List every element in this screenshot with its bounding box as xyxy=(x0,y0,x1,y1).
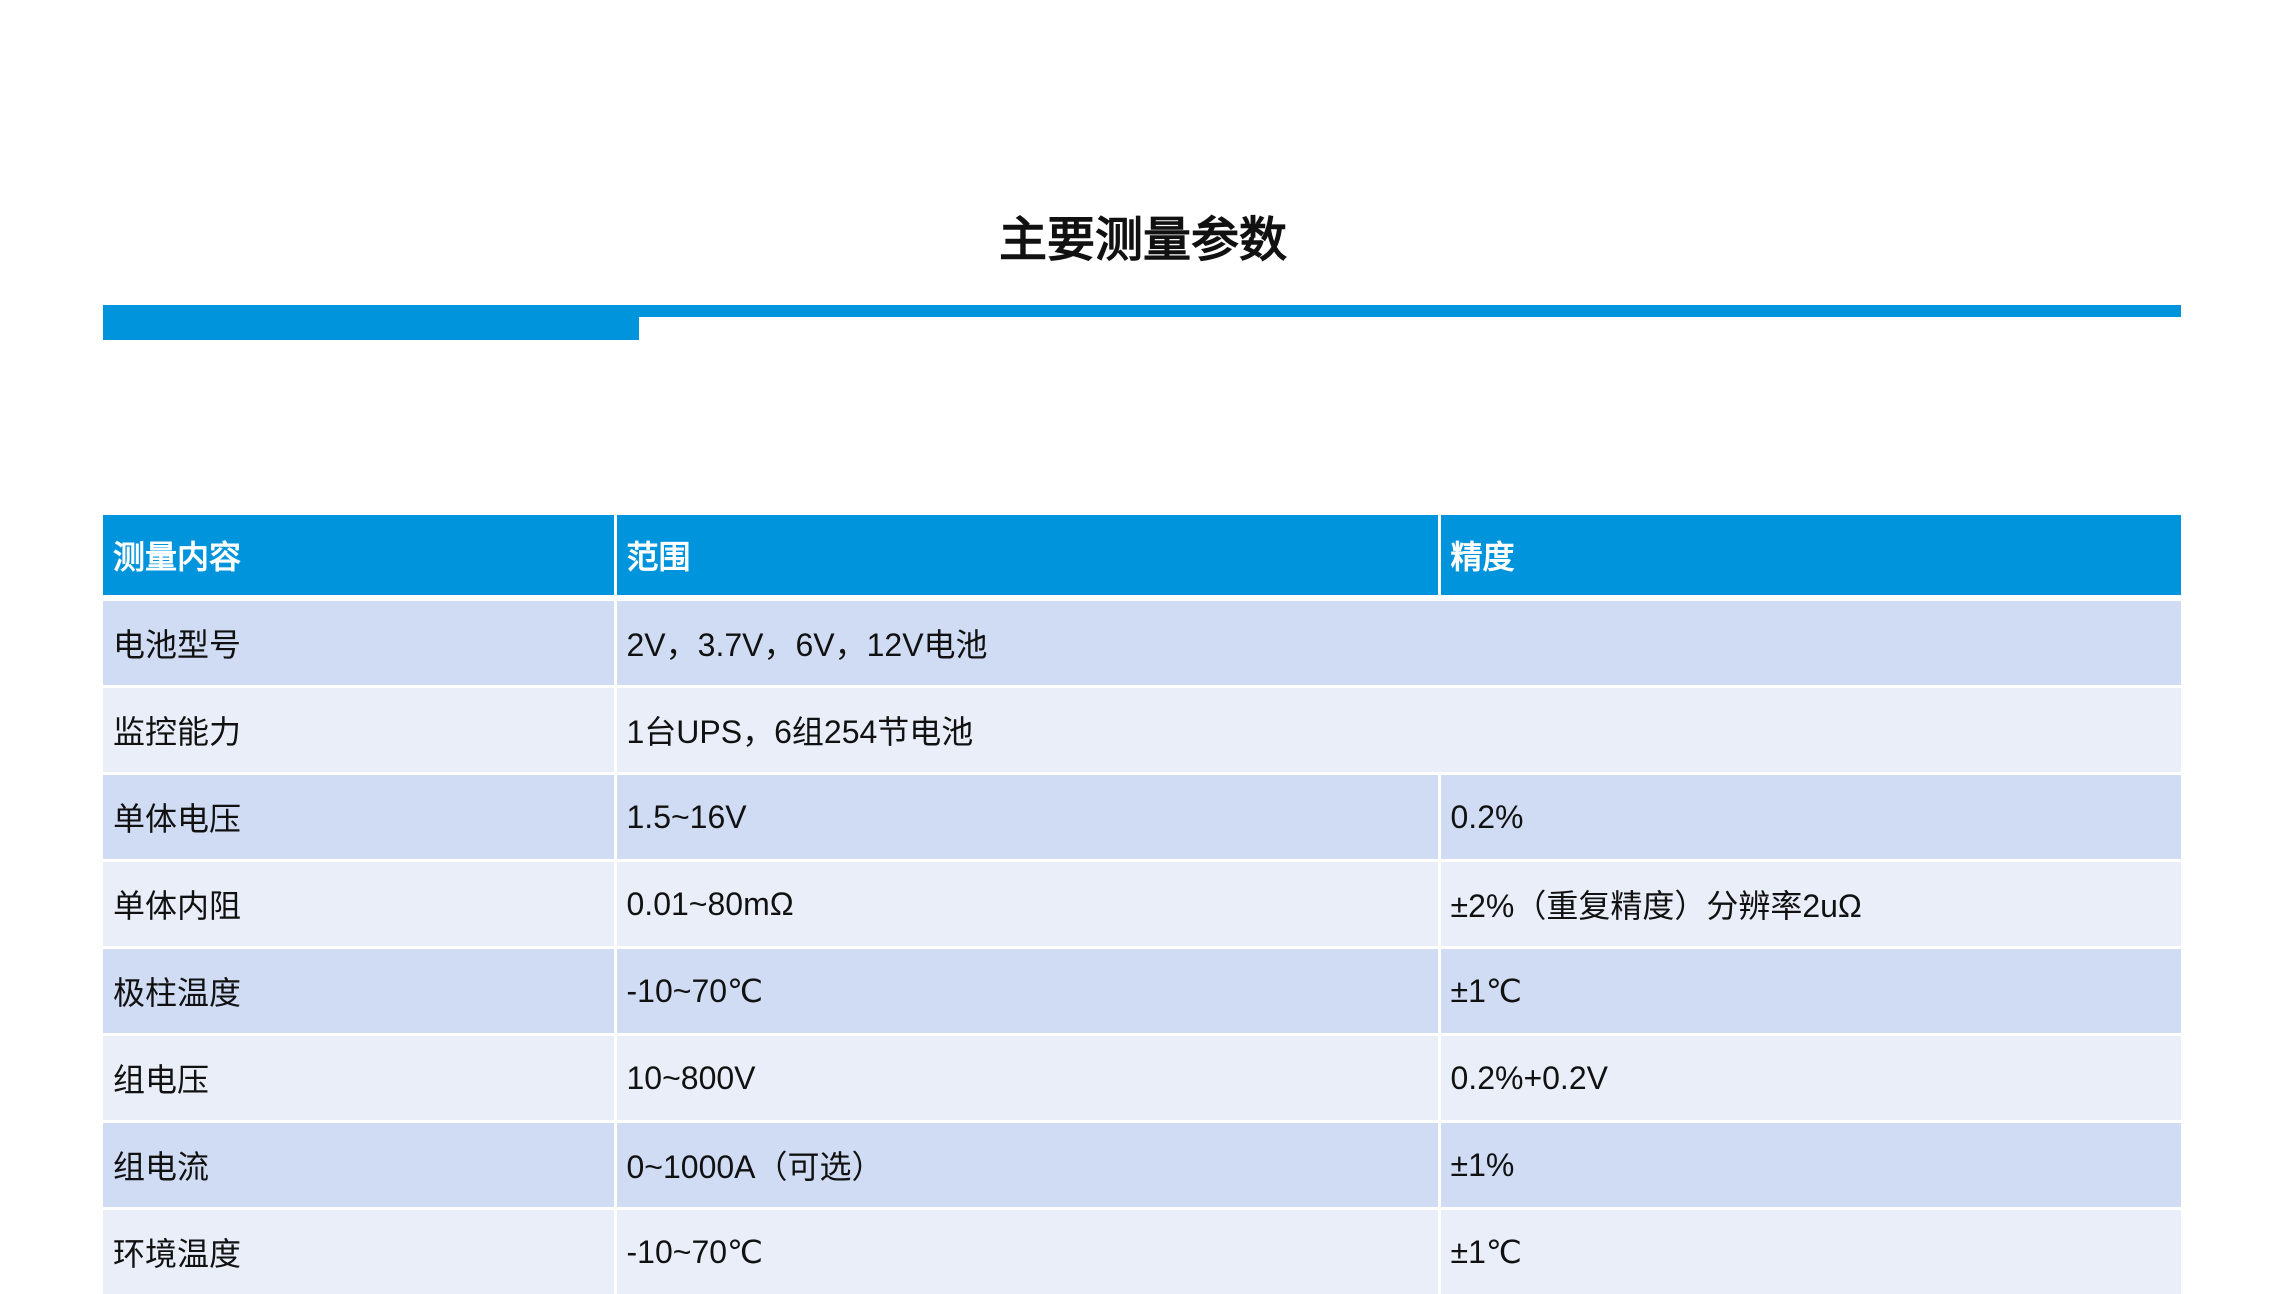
table-header-row: 测量内容 范围 精度 xyxy=(103,515,2181,598)
table-row: 电池型号 2V，3.7V，6V，12V电池 xyxy=(103,598,2181,687)
cell-range: -10~70℃ xyxy=(615,948,1439,1035)
page-title: 主要测量参数 xyxy=(0,200,2274,270)
title-divider-accent xyxy=(103,305,639,340)
cell-accuracy: ±1℃ xyxy=(1439,948,2181,1035)
table-row: 极柱温度 -10~70℃ ±1℃ xyxy=(103,948,2181,1035)
cell-measurement: 组电流 xyxy=(103,1122,615,1209)
cell-accuracy: 0.2% xyxy=(1439,774,2181,861)
cell-range: 0~1000A（可选） xyxy=(615,1122,1439,1209)
cell-accuracy: ±1℃ xyxy=(1439,1209,2181,1294)
parameters-table: 测量内容 范围 精度 电池型号 2V，3.7V，6V，12V电池 监控能力 1台… xyxy=(103,515,2181,1294)
cell-measurement: 电池型号 xyxy=(103,598,615,687)
cell-accuracy: 0.2%+0.2V xyxy=(1439,1035,2181,1122)
cell-measurement: 单体电压 xyxy=(103,774,615,861)
cell-range: 1.5~16V xyxy=(615,774,1439,861)
cell-measurement: 监控能力 xyxy=(103,687,615,774)
cell-range: 10~800V xyxy=(615,1035,1439,1122)
table-row: 单体电压 1.5~16V 0.2% xyxy=(103,774,2181,861)
table-row: 单体内阻 0.01~80mΩ ±2%（重复精度）分辨率2uΩ xyxy=(103,861,2181,948)
cell-range: 2V，3.7V，6V，12V电池 xyxy=(615,598,2181,687)
table-row: 环境温度 -10~70℃ ±1℃ xyxy=(103,1209,2181,1294)
cell-accuracy: ±1% xyxy=(1439,1122,2181,1209)
cell-range: 0.01~80mΩ xyxy=(615,861,1439,948)
cell-measurement: 环境温度 xyxy=(103,1209,615,1294)
cell-measurement: 组电压 xyxy=(103,1035,615,1122)
header-accuracy: 精度 xyxy=(1439,515,2181,598)
header-range: 范围 xyxy=(615,515,1439,598)
cell-range: 1台UPS，6组254节电池 xyxy=(615,687,2181,774)
cell-accuracy: ±2%（重复精度）分辨率2uΩ xyxy=(1439,861,2181,948)
table-row: 组电流 0~1000A（可选） ±1% xyxy=(103,1122,2181,1209)
cell-measurement: 极柱温度 xyxy=(103,948,615,1035)
cell-range: -10~70℃ xyxy=(615,1209,1439,1294)
header-measurement: 测量内容 xyxy=(103,515,615,598)
cell-measurement: 单体内阻 xyxy=(103,861,615,948)
table-row: 组电压 10~800V 0.2%+0.2V xyxy=(103,1035,2181,1122)
table-row: 监控能力 1台UPS，6组254节电池 xyxy=(103,687,2181,774)
